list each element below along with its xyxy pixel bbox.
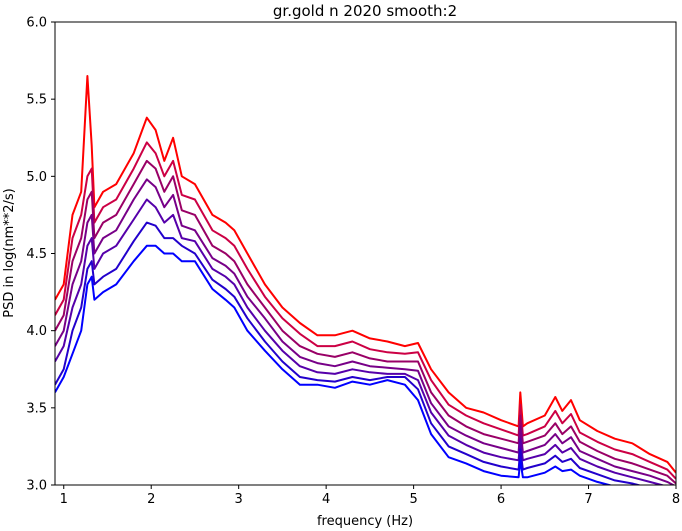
y-tick-label: 5.5 [26,93,47,108]
series-line-3 [55,159,676,485]
plot-frame [54,21,677,486]
chart-title: gr.gold n 2020 smooth:2 [273,2,457,20]
y-axis: 3.0 3.5 4.0 4.5 5.0 5.5 6.0 [26,16,55,494]
x-tick-label: 8 [672,492,680,507]
x-tick-label: 6 [497,492,505,507]
series-line-5 [55,198,666,485]
series-line-1 [55,75,676,474]
series-line-7 [55,244,614,485]
x-tick-label: 5 [409,492,417,507]
x-tick-label: 3 [235,492,243,507]
y-tick-label: 5.0 [26,170,47,185]
series-line-6 [55,221,642,485]
x-tick-label: 1 [60,492,68,507]
x-tick-label: 2 [147,492,155,507]
x-tick-label: 4 [322,492,330,507]
series-line-4 [55,178,676,485]
series-layer [55,75,676,485]
y-tick-label: 6.0 [26,16,47,31]
series-line-2 [55,141,676,480]
x-tick-label: 7 [584,492,592,507]
x-axis: 1 2 3 4 5 6 7 8 [60,485,680,507]
y-tick-label: 3.5 [26,401,47,416]
y-tick-label: 4.0 [26,324,47,339]
y-tick-label: 3.0 [26,479,47,494]
y-tick-label: 4.5 [26,247,47,262]
y-axis-label: PSD in log(nm**2/s) [2,188,17,318]
x-axis-label: frequency (Hz) [317,514,413,529]
